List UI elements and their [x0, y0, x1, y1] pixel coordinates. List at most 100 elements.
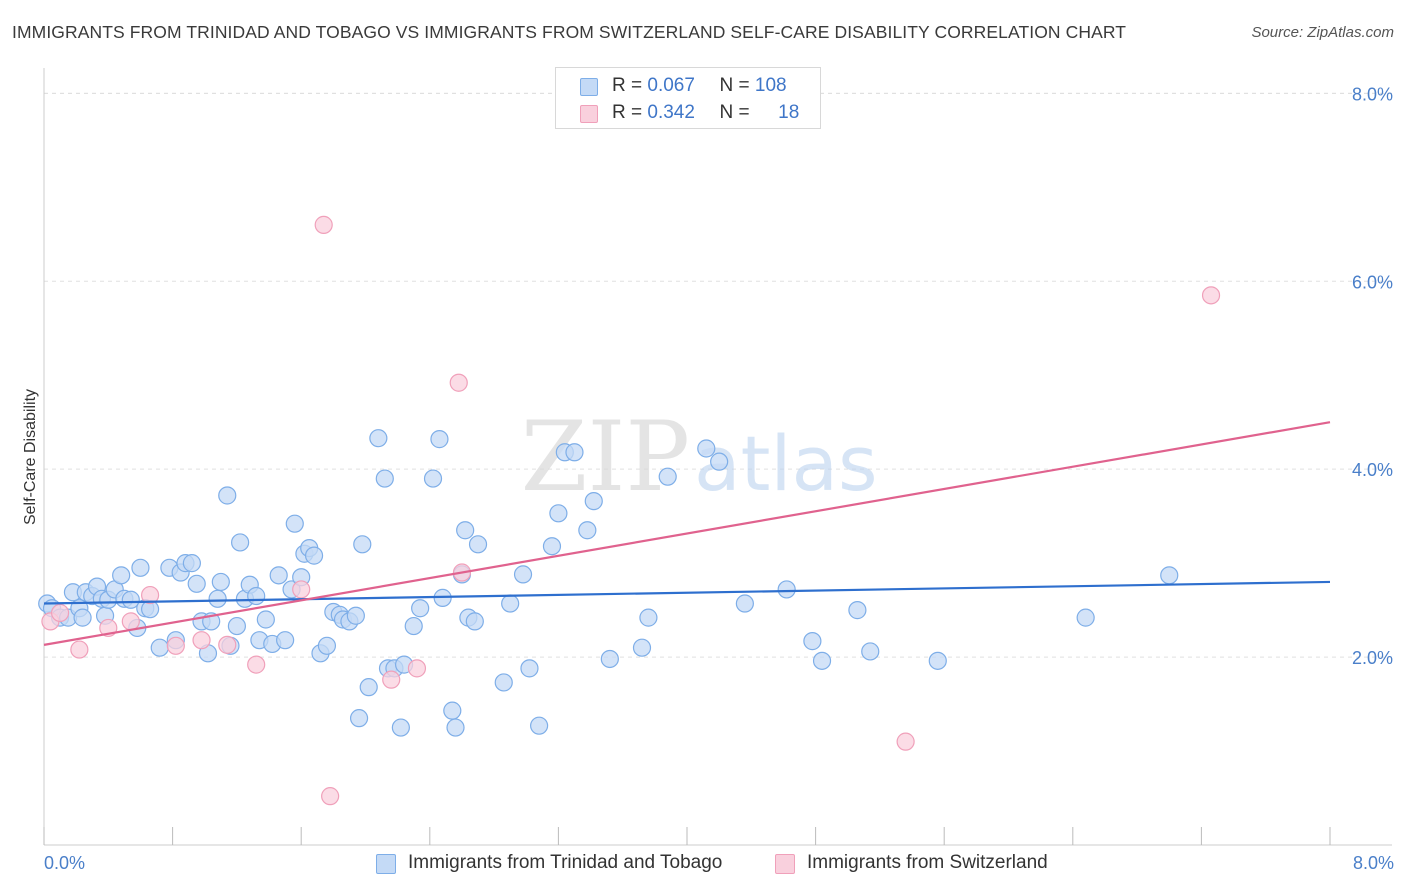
legend-r-value-switzerland: 0.342: [647, 102, 695, 123]
point-s1-10: [292, 580, 311, 599]
point-s0-50: [304, 546, 324, 565]
point-s1-9: [247, 655, 266, 674]
point-s0-61: [369, 429, 388, 448]
point-s1-11: [314, 215, 333, 234]
point-s0-44: [276, 631, 295, 650]
legend-swatch-pink: [580, 105, 598, 123]
point-s0-62: [375, 469, 394, 488]
point-s0-89: [584, 492, 603, 511]
point-s0-82: [520, 659, 539, 678]
point-s1-4: [121, 612, 140, 631]
trend-lines: [43, 421, 1331, 646]
point-s0-46: [285, 514, 304, 533]
point-s0-18: [131, 558, 150, 577]
point-s0-77: [465, 612, 484, 631]
point-s0-68: [411, 599, 430, 618]
point-s0-97: [777, 580, 796, 599]
point-s1-13: [382, 670, 401, 689]
point-s0-94: [697, 439, 716, 458]
legend-n-label: N =: [719, 75, 750, 96]
point-s0-92: [639, 608, 658, 627]
legend-r-value-trinidad: 0.067: [647, 75, 695, 96]
point-s0-81: [513, 565, 533, 584]
point-s0-60: [359, 678, 378, 697]
bottom-legend-swatch-blue: [376, 854, 396, 874]
point-s1-7: [192, 631, 211, 650]
point-s0-72: [443, 701, 462, 720]
point-s0-101: [861, 642, 880, 661]
point-s1-8: [218, 635, 237, 654]
point-s0-78: [468, 535, 488, 554]
point-s0-14: [112, 566, 131, 585]
legend-n-label: N =: [719, 102, 750, 123]
legend-r-label: R =: [612, 75, 643, 96]
point-s0-59: [353, 535, 372, 554]
point-s1-15: [449, 373, 468, 392]
point-s0-88: [578, 521, 597, 540]
point-s0-70: [430, 430, 449, 449]
point-s1-12: [321, 787, 340, 806]
point-s0-87: [565, 443, 584, 462]
point-s0-43: [269, 566, 288, 585]
point-s1-18: [1201, 286, 1221, 305]
point-s1-17: [896, 732, 915, 751]
point-s0-69: [423, 469, 443, 488]
point-s0-57: [346, 606, 365, 625]
point-s0-31: [208, 589, 227, 608]
data-points: [38, 215, 1221, 806]
point-s0-6: [73, 608, 92, 627]
x-tick-max: 8.0%: [1353, 853, 1394, 873]
point-s0-32: [211, 572, 230, 592]
point-s0-96: [735, 594, 754, 613]
point-s0-33: [218, 486, 237, 505]
y-tick-label-1: 4.0%: [1352, 460, 1393, 480]
point-s0-90: [600, 649, 619, 669]
point-s0-104: [1160, 566, 1179, 585]
trend-line-0: [43, 580, 1331, 605]
chart-title: IMMIGRANTS FROM TRINIDAD AND TOBAGO VS I…: [12, 22, 1127, 42]
watermark: ZIP: [521, 401, 690, 513]
point-s0-84: [542, 537, 562, 556]
point-s0-73: [446, 718, 465, 737]
point-s0-26: [182, 554, 201, 573]
point-s0-41: [256, 610, 275, 629]
point-s0-36: [231, 533, 250, 552]
point-s0-75: [456, 521, 475, 540]
point-s0-95: [710, 452, 729, 471]
point-s0-27: [187, 574, 206, 593]
point-s0-85: [549, 504, 568, 523]
point-s1-14: [407, 659, 427, 678]
point-s0-65: [391, 718, 410, 737]
point-s0-39: [247, 586, 266, 606]
point-s0-21: [150, 638, 169, 657]
point-s1-6: [166, 636, 185, 655]
point-s0-103: [1076, 608, 1095, 627]
point-s0-91: [632, 638, 652, 657]
bottom-legend-label-switzerland: Immigrants from Switzerland: [807, 852, 1048, 873]
point-s0-99: [812, 651, 832, 670]
x-tick-min: 0.0%: [44, 853, 85, 873]
point-s0-93: [658, 467, 677, 486]
source-label: Source: ZipAtlas.com: [1251, 24, 1394, 41]
y-tick-label-2: 6.0%: [1352, 272, 1393, 292]
point-s0-67: [404, 616, 423, 636]
point-s0-80: [501, 594, 520, 613]
bottom-legend-swatch-pink: [775, 854, 795, 874]
legend-n-value-trinidad: 108: [754, 75, 787, 96]
point-s0-98: [803, 632, 822, 651]
point-s0-52: [317, 636, 337, 655]
point-s1-1: [50, 603, 70, 623]
point-s0-79: [494, 673, 513, 692]
point-s0-35: [227, 616, 246, 636]
legend: R = 0.067 N = 108 R = 0.342 N = 18: [555, 67, 821, 129]
legend-r-label: R =: [612, 102, 643, 123]
legend-n-value-switzerland: 18: [778, 102, 800, 123]
point-s1-2: [70, 640, 89, 659]
y-tick-label-0: 2.0%: [1352, 648, 1393, 668]
point-s0-83: [530, 716, 549, 735]
trend-line-1: [43, 421, 1331, 646]
y-axis-label: Self-Care Disability: [22, 389, 39, 525]
axes: [43, 68, 1392, 846]
point-s0-58: [349, 709, 369, 728]
